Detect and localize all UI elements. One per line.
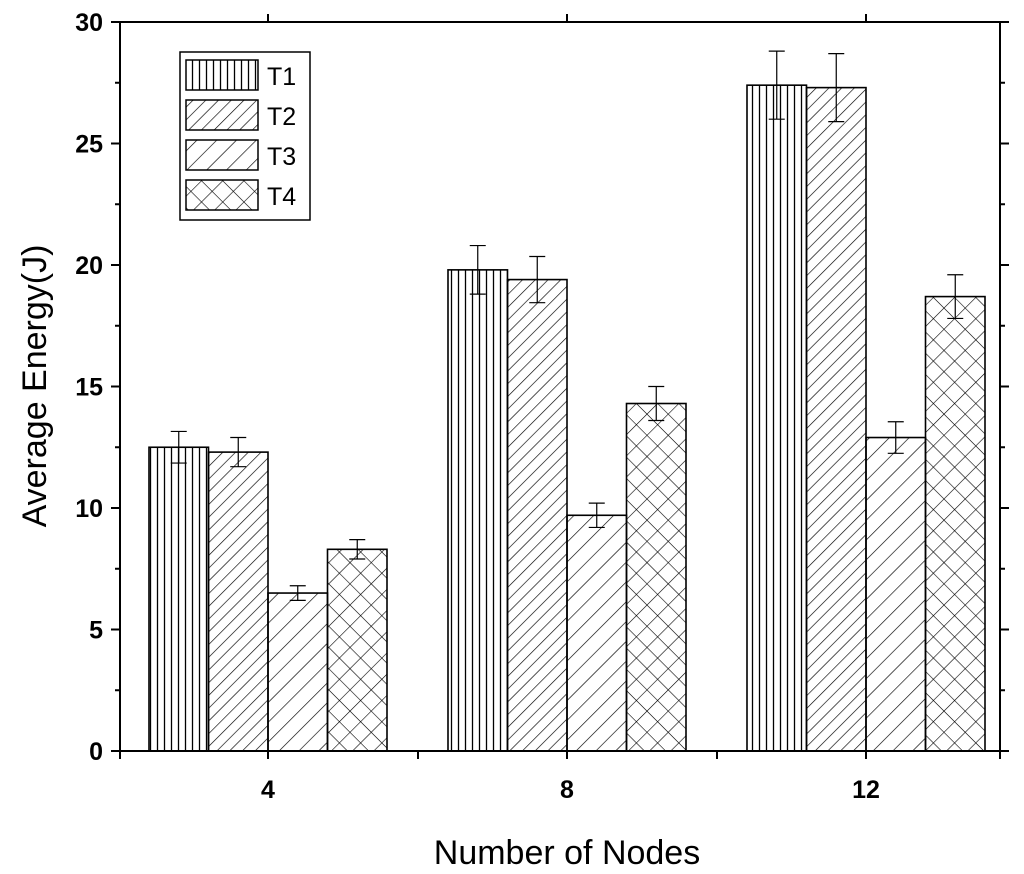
y-axis-title: Average Energy(J) — [16, 245, 54, 528]
bars-layer — [148, 84, 986, 752]
bar-t1-12 — [746, 84, 808, 752]
x-tick-label: 12 — [852, 776, 880, 804]
y-tick-label: 25 — [75, 131, 103, 159]
y-tick-label: 30 — [75, 9, 103, 37]
legend-swatch-t3 — [185, 139, 259, 171]
y-tick-label: 15 — [75, 374, 103, 402]
legend-swatch-t2 — [185, 99, 259, 131]
legend: T1 T2 T3 T4 — [179, 51, 311, 221]
x-tick-label: 4 — [261, 776, 275, 804]
bar-t2-8 — [506, 278, 568, 752]
error-bars-layer — [170, 50, 964, 601]
y-tick-label: 20 — [75, 252, 103, 280]
legend-swatch-t4 — [185, 179, 259, 211]
bar-t2-12 — [805, 86, 867, 752]
legend-label-t2: T2 — [267, 103, 296, 131]
legend-swatch-t1 — [185, 59, 259, 91]
bar-t3-12 — [865, 436, 927, 752]
y-tick-label: 0 — [89, 738, 103, 766]
x-axis-title: Number of Nodes — [434, 834, 700, 872]
legend-label-t3: T3 — [267, 143, 296, 171]
bar-t1-8 — [447, 269, 509, 752]
y-tick-label: 10 — [75, 495, 103, 523]
bar-t2-4 — [207, 451, 269, 752]
ticks-layer: 0 5 10 15 20 25 30 4 8 12 — [75, 9, 1009, 804]
x-tick-label: 8 — [560, 776, 574, 804]
bar-t3-4 — [267, 592, 329, 752]
y-tick-label: 5 — [89, 617, 103, 645]
bar-t4-12 — [924, 295, 986, 752]
legend-label-t4: T4 — [267, 183, 296, 211]
bar-t4-8 — [625, 402, 687, 752]
bar-t4-4 — [326, 548, 388, 752]
bar-t1-4 — [148, 446, 210, 752]
bar-t3-8 — [566, 514, 628, 752]
legend-label-t1: T1 — [267, 63, 296, 91]
